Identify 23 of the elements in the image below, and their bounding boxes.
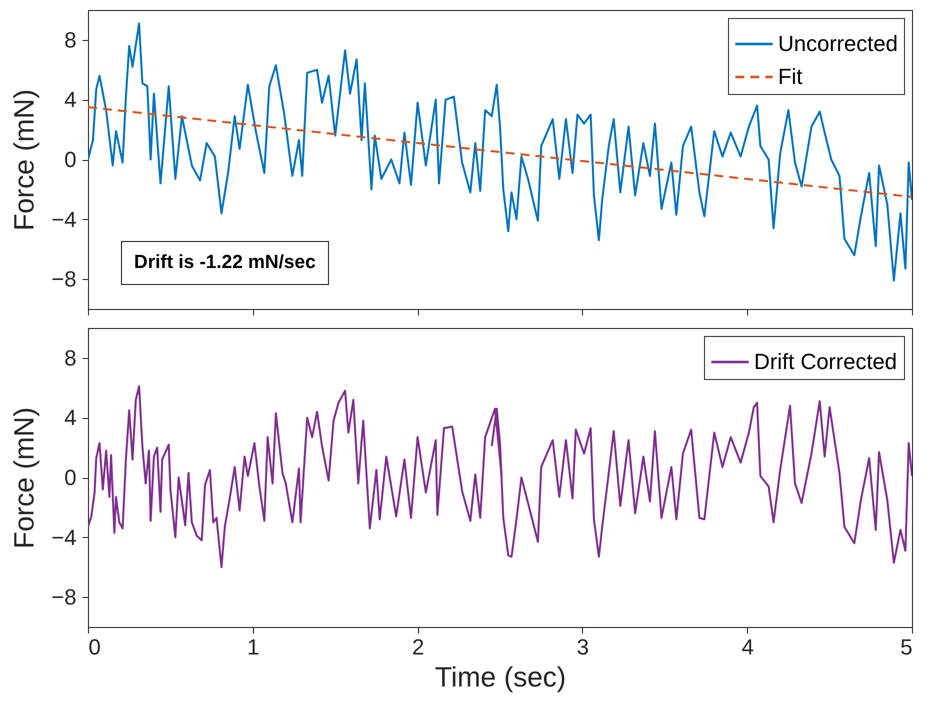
annotation: Drift is -1.22 mN/sec: [121, 241, 329, 285]
x-tick-label: 3: [576, 634, 590, 660]
x-axis-title: Time (sec): [434, 662, 566, 692]
y-tick-label: 8: [64, 345, 76, 370]
legend-label: Fit: [778, 64, 802, 89]
y-tick-label: 0: [64, 465, 76, 490]
y-axis-title: Force (mN): [8, 89, 40, 231]
y-tick-label: 4: [64, 405, 76, 430]
legend-label: Uncorrected: [778, 31, 898, 56]
y-tick-label: 0: [64, 147, 76, 172]
y-axis-title: Force (mN): [8, 407, 40, 549]
legend-label: Drift Corrected: [754, 349, 898, 374]
y-tick-label: −4: [51, 524, 76, 550]
x-tick-label: 0: [88, 634, 101, 660]
x-tick-label: 5: [900, 634, 912, 660]
x-tick-label: 1: [247, 634, 260, 660]
x-tick-label: 2: [412, 634, 424, 660]
y-tick-label: −4: [51, 206, 76, 232]
x-tick-label: 4: [742, 634, 754, 660]
y-tick-label: 8: [64, 27, 76, 52]
y-tick-label: −8: [51, 584, 76, 610]
y-tick-label: −8: [51, 266, 76, 292]
y-tick-label: 4: [64, 87, 76, 112]
